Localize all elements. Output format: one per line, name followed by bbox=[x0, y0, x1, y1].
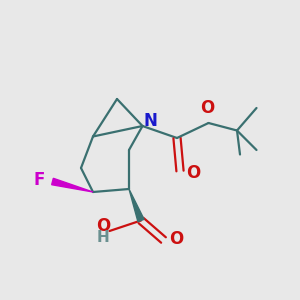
Text: H: H bbox=[97, 230, 109, 244]
Text: O: O bbox=[96, 217, 110, 235]
Polygon shape bbox=[129, 189, 144, 222]
Text: O: O bbox=[187, 164, 201, 182]
Text: N: N bbox=[143, 112, 157, 130]
Text: O: O bbox=[169, 230, 183, 248]
Text: F: F bbox=[34, 171, 45, 189]
Text: O: O bbox=[200, 99, 214, 117]
Polygon shape bbox=[52, 178, 93, 192]
